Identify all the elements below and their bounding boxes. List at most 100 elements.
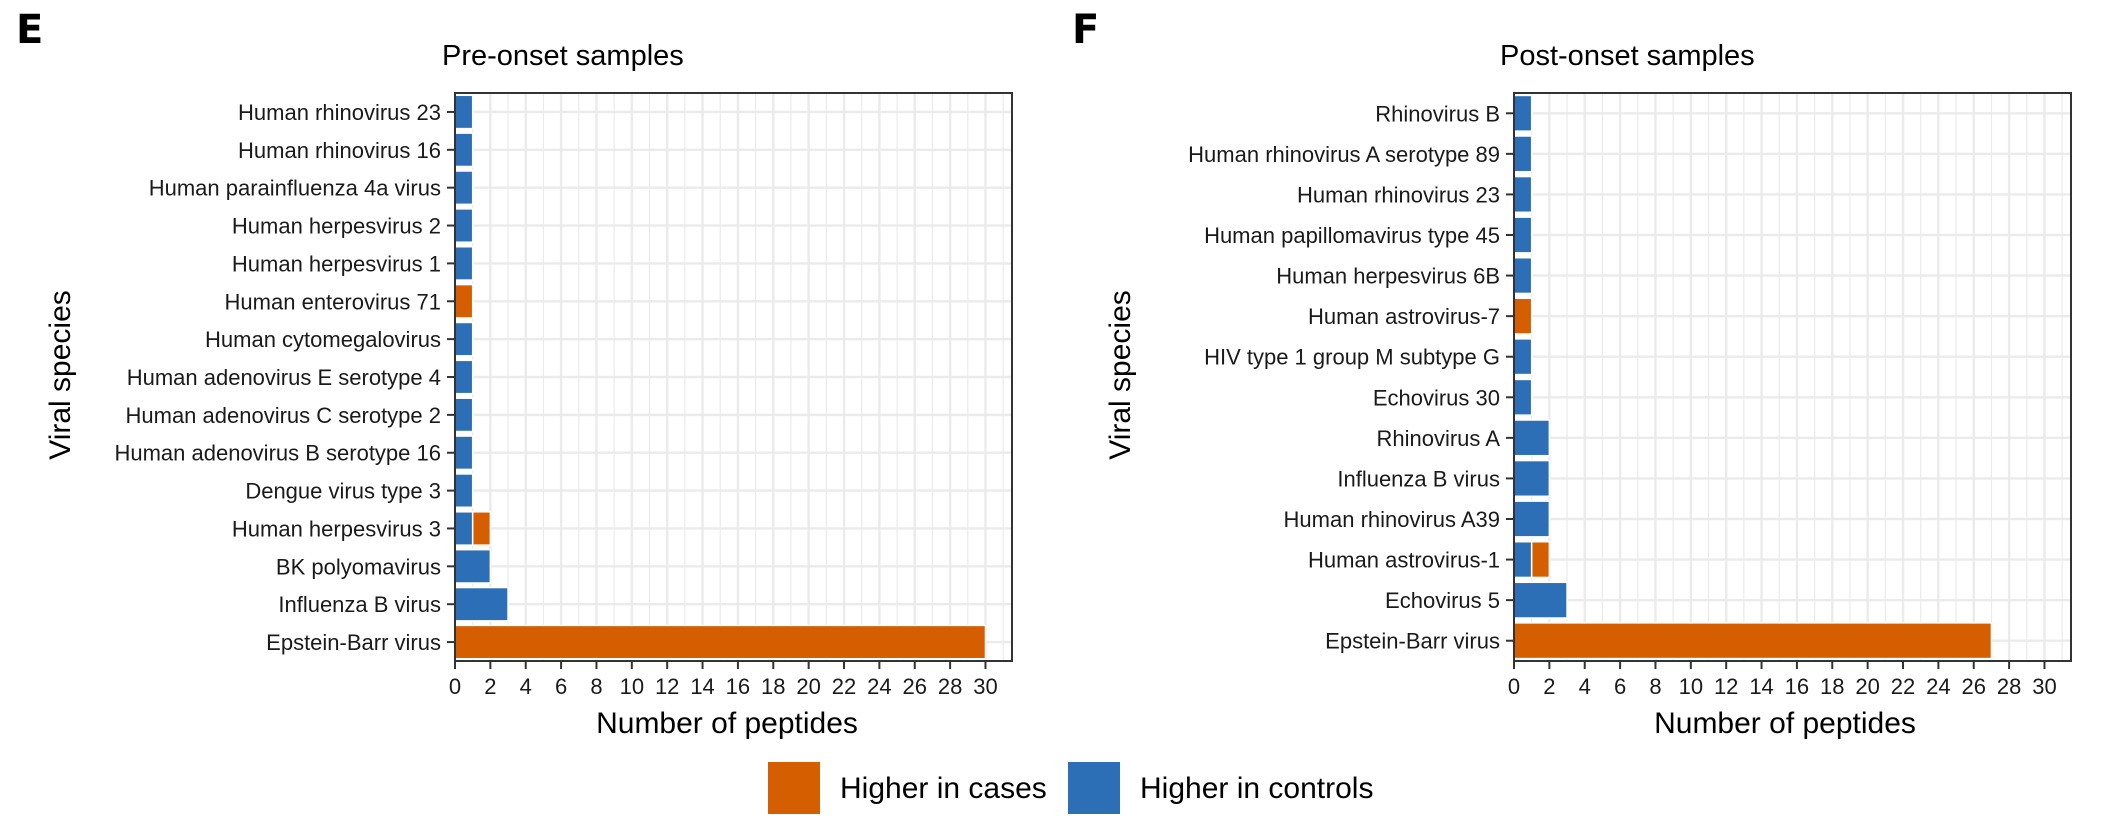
panel-e-y-tick-label: Epstein-Barr virus xyxy=(266,630,441,655)
panel-e-bar-controls xyxy=(454,170,474,206)
panel-e-x-tick-label: 22 xyxy=(832,674,856,699)
panel-f-bar-cases xyxy=(1530,540,1551,579)
panel-f-plot-frame xyxy=(1513,92,2072,662)
panel-f-y-tick-label: Echovirus 5 xyxy=(1385,588,1500,613)
panel-e-y-tick-label: Human rhinovirus 23 xyxy=(238,100,441,125)
panel-f-x-tick-label: 16 xyxy=(1785,674,1809,699)
panel-e-y-tick-label: Human herpesvirus 2 xyxy=(232,214,441,239)
panel-f-bar-controls xyxy=(1513,459,1551,498)
panel-f-x-tick-label: 14 xyxy=(1749,674,1773,699)
panel-f-x-tick-label: 12 xyxy=(1714,674,1738,699)
panel-e-title: Pre-onset samples xyxy=(442,40,684,72)
panel-letter-f: F xyxy=(1072,7,1099,53)
panel-e-y-tick-label: Human cytomegalovirus xyxy=(205,327,441,352)
panel-e-x-tick-label: 14 xyxy=(690,674,714,699)
panel-e-y-tick-label: Influenza B virus xyxy=(278,592,441,617)
panel-e: E Pre-onset samples Human rhinovirus 23H… xyxy=(16,7,1013,740)
panel-e-x-tick-label: 12 xyxy=(655,674,679,699)
panel-f-x-tick-label: 22 xyxy=(1891,674,1915,699)
panel-f-bar-controls xyxy=(1513,94,1533,132)
panel-e-bar-controls xyxy=(454,548,492,584)
panel-e-x-tick-label: 16 xyxy=(726,674,750,699)
panel-f: F Post-onset samples Rhinovirus B Human r… xyxy=(1072,7,2072,740)
panel-e-bar-controls xyxy=(454,245,474,281)
panel-e-bar-controls xyxy=(454,359,474,395)
panel-f-x-tick-label: 30 xyxy=(2032,674,2056,699)
panel-f-y-tick-label: HIV type 1 group M subtype G xyxy=(1204,345,1500,370)
panel-e-y-tick-label: Human parainfluenza 4a virus xyxy=(149,176,441,201)
panel-f-y-tick-label: Influenza B virus xyxy=(1337,466,1500,491)
panel-e-y-tick-label: BK polyomavirus xyxy=(276,554,441,579)
panel-e-x-tick-label: 18 xyxy=(761,674,785,699)
panel-e-x-tick-label: 2 xyxy=(484,674,496,699)
panel-e-y-tick-label: Human rhinovirus 16 xyxy=(238,138,441,163)
panel-e-x-tick-label: 28 xyxy=(938,674,962,699)
panel-f-y-tick-label: Echovirus 30 xyxy=(1373,385,1500,410)
panel-e-y-tick-label: Human adenovirus C serotype 2 xyxy=(126,403,442,428)
panel-e-x-tick-label: 24 xyxy=(867,674,891,699)
panel-f-y-tick-label: Human astrovirus-7 xyxy=(1308,304,1500,329)
panel-e-y-tick-label: Human enterovirus 71 xyxy=(225,289,441,314)
panel-e-bar-controls xyxy=(454,586,509,622)
panel-e-plot: Human rhinovirus 23 Human rhinovirus 16 Hu… xyxy=(114,92,1013,699)
panel-e-bar-controls xyxy=(454,321,474,357)
panel-f-x-tick-label: 2 xyxy=(1543,674,1555,699)
panel-f-bar-cases xyxy=(1513,622,1993,660)
panel-f-bar-controls xyxy=(1513,135,1533,173)
panel-f-bar-controls xyxy=(1513,338,1533,376)
panel-e-y-tick-label: Human adenovirus B serotype 16 xyxy=(114,441,441,466)
legend-label-cases: Higher in cases xyxy=(840,772,1047,805)
panel-f-y-tick-label: Human rhinovirus A39 xyxy=(1284,507,1500,532)
panel-e-bar-controls xyxy=(454,208,474,243)
panel-f-x-axis-title: Number of peptides xyxy=(1654,707,1916,740)
panel-f-x-tick-label: 0 xyxy=(1508,674,1520,699)
panel-f-x-tick-label: 8 xyxy=(1649,674,1661,699)
panel-e-x-tick-label: 20 xyxy=(796,674,820,699)
panel-f-x-tick-label: 4 xyxy=(1579,674,1591,699)
panel-f-x-tick-label: 20 xyxy=(1855,674,1879,699)
panel-f-plot: Rhinovirus B Human rhinovirus A serotype … xyxy=(1188,92,2072,699)
panel-e-bar-controls xyxy=(454,473,474,509)
panel-e-x-tick-label: 30 xyxy=(973,674,997,699)
panel-f-y-tick-label: Human papillomavirus type 45 xyxy=(1204,223,1500,248)
panel-f-bar-controls xyxy=(1513,581,1568,619)
panel-f-x-tick-label: 10 xyxy=(1679,674,1703,699)
panel-f-bar-cases xyxy=(1513,297,1533,335)
panel-f-title: Post-onset samples xyxy=(1500,40,1755,72)
panel-e-y-tick-label: Human adenovirus E serotype 4 xyxy=(127,365,441,390)
panel-f-x-tick-label: 24 xyxy=(1926,674,1950,699)
panel-letter-e: E xyxy=(16,7,43,53)
panel-f-plot-background xyxy=(1514,93,2071,661)
panel-e-x-tick-label: 0 xyxy=(449,674,461,699)
panel-e-bar-controls xyxy=(454,435,474,471)
panel-f-y-tick-label: Human astrovirus-1 xyxy=(1308,548,1500,573)
panel-f-bar-controls xyxy=(1513,378,1533,416)
panel-f-bar-controls xyxy=(1513,500,1551,538)
panel-f-x-tick-label: 6 xyxy=(1614,674,1626,699)
panel-e-y-tick-label: Human herpesvirus 1 xyxy=(232,251,441,276)
panel-f-bar-controls xyxy=(1513,540,1533,579)
panel-f-bar-controls xyxy=(1513,216,1533,254)
panel-e-y-tick-label: Human herpesvirus 3 xyxy=(232,516,441,541)
panel-e-x-axis-title: Number of peptides xyxy=(596,707,858,740)
panel-f-y-tick-label: Rhinovirus A xyxy=(1376,426,1500,451)
panel-f-y-tick-label: Human rhinovirus A serotype 89 xyxy=(1188,142,1500,167)
panel-e-bar-cases xyxy=(454,283,474,319)
panel-e-bar-cases xyxy=(471,511,492,546)
panel-f-y-axis-title: Viral species xyxy=(1104,290,1137,460)
panel-f-x-tick-label: 18 xyxy=(1820,674,1844,699)
panel-e-bar-controls xyxy=(454,132,474,168)
panel-e-bar-cases xyxy=(454,624,987,660)
panel-f-bar-controls xyxy=(1513,175,1533,214)
panel-e-x-tick-label: 8 xyxy=(590,674,602,699)
panel-f-x-tick-label: 26 xyxy=(1962,674,1986,699)
panel-e-x-tick-label: 26 xyxy=(903,674,927,699)
panel-e-bar-controls xyxy=(454,511,474,546)
legend-label-controls: Higher in controls xyxy=(1140,772,1373,805)
panel-e-y-axis-title: Viral species xyxy=(44,290,77,460)
panel-e-bar-controls xyxy=(454,397,474,433)
legend: Higher in cases Higher in controls xyxy=(768,762,1373,814)
panel-e-x-tick-label: 6 xyxy=(555,674,567,699)
panel-f-bar-controls xyxy=(1513,256,1533,295)
